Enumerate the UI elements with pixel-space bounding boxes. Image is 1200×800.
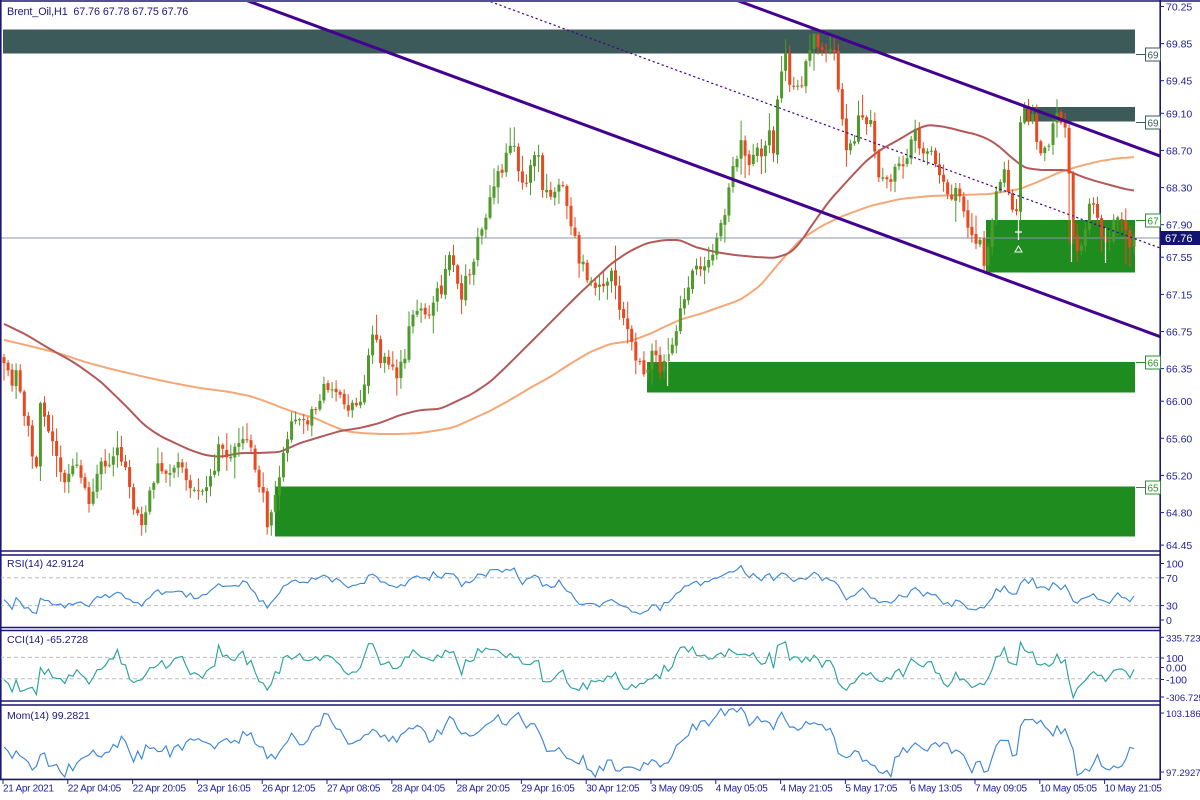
svg-text:68.30: 68.30	[1166, 183, 1192, 195]
svg-text:69.45: 69.45	[1166, 76, 1192, 88]
svg-text:69: 69	[1147, 51, 1159, 62]
svg-text:66.75: 66.75	[1166, 327, 1192, 339]
svg-text:103.186: 103.186	[1166, 709, 1200, 720]
svg-text:70.25: 70.25	[1166, 2, 1192, 14]
svg-text:100: 100	[1166, 653, 1184, 665]
svg-text:10 May 21:05: 10 May 21:05	[1105, 784, 1163, 795]
svg-text:22 Apr 04:05: 22 Apr 04:05	[68, 784, 122, 795]
svg-text:27 Apr 08:05: 27 Apr 08:05	[327, 784, 381, 795]
svg-text:-100: -100	[1166, 675, 1187, 687]
svg-text:69.85: 69.85	[1166, 39, 1192, 51]
svg-text:68.70: 68.70	[1166, 145, 1192, 157]
svg-text:65.60: 65.60	[1166, 433, 1192, 445]
svg-text:-306.725: -306.725	[1166, 693, 1200, 704]
svg-text:CCI(14) -65.2728: CCI(14) -65.2728	[7, 634, 88, 646]
svg-text:4 May 21:05: 4 May 21:05	[781, 784, 833, 795]
svg-text:69.10: 69.10	[1166, 108, 1192, 120]
svg-text:5 May 17:05: 5 May 17:05	[845, 784, 897, 795]
svg-text:97.2927: 97.2927	[1166, 768, 1200, 779]
svg-text:Mom(14) 99.2821: Mom(14) 99.2821	[7, 710, 90, 722]
svg-text:Brent_Oil,H1 67.76 67.78 67.7: Brent_Oil,H1 67.76 67.78 67.75 67.76	[7, 6, 188, 18]
svg-text:67.15: 67.15	[1166, 289, 1192, 301]
svg-text:30: 30	[1166, 601, 1178, 613]
svg-text:21 Apr 2021: 21 Apr 2021	[3, 784, 54, 795]
svg-text:RSI(14) 42.9124: RSI(14) 42.9124	[7, 558, 84, 570]
svg-text:64.80: 64.80	[1166, 508, 1192, 520]
svg-text:3 May 09:05: 3 May 09:05	[651, 784, 703, 795]
svg-text:66.35: 66.35	[1166, 364, 1192, 376]
svg-text:66: 66	[1147, 359, 1159, 370]
svg-text:4 May 05:05: 4 May 05:05	[716, 784, 768, 795]
svg-text:26 Apr 12:05: 26 Apr 12:05	[262, 784, 316, 795]
svg-text:69: 69	[1147, 119, 1159, 130]
svg-text:67.90: 67.90	[1166, 220, 1192, 232]
svg-text:65.20: 65.20	[1166, 470, 1192, 482]
svg-text:22 Apr 20:05: 22 Apr 20:05	[133, 784, 187, 795]
svg-text:100: 100	[1166, 559, 1184, 571]
svg-text:28 Apr 20:05: 28 Apr 20:05	[457, 784, 511, 795]
svg-text:0: 0	[1166, 615, 1172, 627]
svg-text:10 May 05:05: 10 May 05:05	[1040, 784, 1098, 795]
svg-text:65: 65	[1147, 484, 1159, 495]
svg-text:6 May 13:05: 6 May 13:05	[910, 784, 962, 795]
svg-text:7 May 09:05: 7 May 09:05	[975, 784, 1027, 795]
svg-text:0.00: 0.00	[1166, 663, 1187, 675]
svg-text:67.76: 67.76	[1165, 233, 1193, 245]
svg-text:29 Apr 16:05: 29 Apr 16:05	[521, 784, 575, 795]
svg-text:67.55: 67.55	[1166, 252, 1192, 264]
svg-text:335.7237: 335.7237	[1166, 633, 1200, 644]
svg-text:66.00: 66.00	[1166, 396, 1192, 408]
svg-text:30 Apr 12:05: 30 Apr 12:05	[586, 784, 640, 795]
svg-text:64.45: 64.45	[1166, 540, 1192, 552]
svg-text:67: 67	[1147, 217, 1159, 228]
svg-text:70: 70	[1166, 573, 1178, 585]
svg-text:23 Apr 16:05: 23 Apr 16:05	[197, 784, 251, 795]
svg-text:28 Apr 04:05: 28 Apr 04:05	[392, 784, 446, 795]
